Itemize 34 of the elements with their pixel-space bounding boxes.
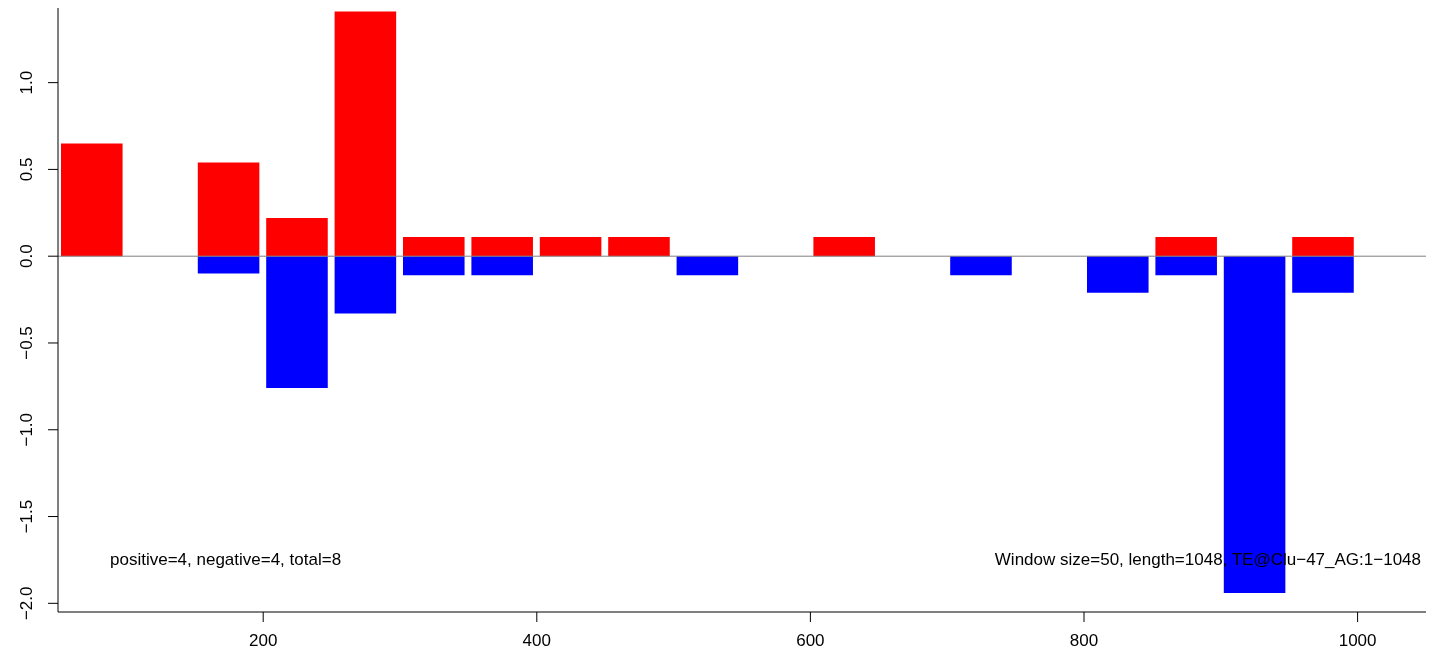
bar [1155,256,1217,276]
bar [676,256,739,276]
bar [61,143,123,257]
bar [539,237,602,257]
bar [471,256,533,276]
bar [813,237,875,257]
bar [471,237,533,257]
bar [334,256,397,314]
y-tick-label: 0.0 [17,244,36,269]
bar [950,256,1012,276]
bar [266,218,328,257]
bar [1155,237,1217,257]
bar [1292,256,1354,293]
bar [1087,256,1149,293]
bar [266,256,328,389]
x-tick-label: 400 [522,631,551,651]
bar [403,256,465,276]
bar [403,237,465,257]
y-tick-label: 1.0 [17,70,36,95]
x-tick-label: 200 [249,631,278,651]
y-tick-label: −2.0 [17,586,36,621]
x-tick-label: 1000 [1338,631,1377,651]
x-tick-label: 800 [1069,631,1099,651]
bar [1292,237,1354,257]
x-tick-label: 600 [796,631,825,651]
y-tick-label: −0.5 [17,326,36,360]
bar [197,256,260,274]
bar [608,237,670,257]
bar [334,11,397,257]
y-tick-label: −1.0 [17,412,36,447]
y-tick-label: 0.5 [17,157,36,182]
bar [197,162,260,257]
annotation: positive=4, negative=4, total=8 [110,550,342,570]
y-tick-label: −1.5 [17,499,36,534]
